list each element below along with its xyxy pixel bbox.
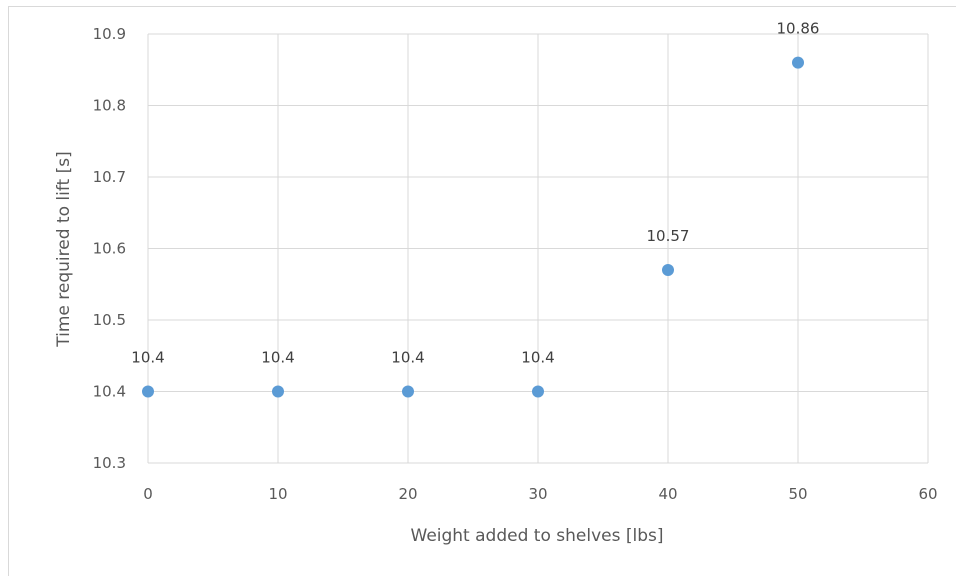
- y-tick-label: 10.3: [93, 454, 126, 472]
- y-tick-label: 10.9: [93, 25, 126, 43]
- x-tick-label: 0: [143, 485, 153, 503]
- y-tick-label: 10.6: [93, 240, 126, 258]
- x-axis-title: Weight added to shelves [lbs]: [411, 526, 664, 546]
- data-label: 10.4: [131, 349, 164, 367]
- y-tick-label: 10.7: [93, 168, 126, 186]
- y-tick-label: 10.8: [93, 97, 126, 115]
- data-point: [402, 385, 414, 398]
- x-tick-label: 50: [788, 485, 807, 503]
- data-label: 10.86: [777, 20, 820, 38]
- data-point: [272, 385, 284, 398]
- data-point: [532, 385, 544, 398]
- data-points: [142, 56, 804, 398]
- y-tick-label: 10.5: [93, 311, 126, 329]
- data-point: [792, 56, 804, 69]
- data-label: 10.4: [261, 349, 294, 367]
- x-tick-label: 20: [398, 485, 417, 503]
- x-tick-label: 40: [658, 485, 677, 503]
- data-labels: 10.4 10.4 10.4 10.4 10.57 10.86: [131, 20, 819, 367]
- x-tick-label: 10: [268, 485, 287, 503]
- data-point: [662, 263, 674, 276]
- x-tick-label: 60: [918, 485, 937, 503]
- y-axis-title: Time required to lift [s]: [54, 151, 74, 347]
- y-axis-ticks: 10.3 10.4 10.5 10.6 10.7 10.8 10.9: [93, 25, 126, 472]
- data-label: 10.4: [521, 349, 554, 367]
- data-label: 10.4: [391, 349, 424, 367]
- x-tick-label: 30: [528, 485, 547, 503]
- data-point: [142, 385, 154, 398]
- x-axis-ticks: 0 10 20 30 40 50 60: [143, 485, 937, 503]
- grid-lines: [147, 33, 929, 464]
- data-label: 10.57: [647, 227, 690, 245]
- y-tick-label: 10.4: [93, 383, 126, 401]
